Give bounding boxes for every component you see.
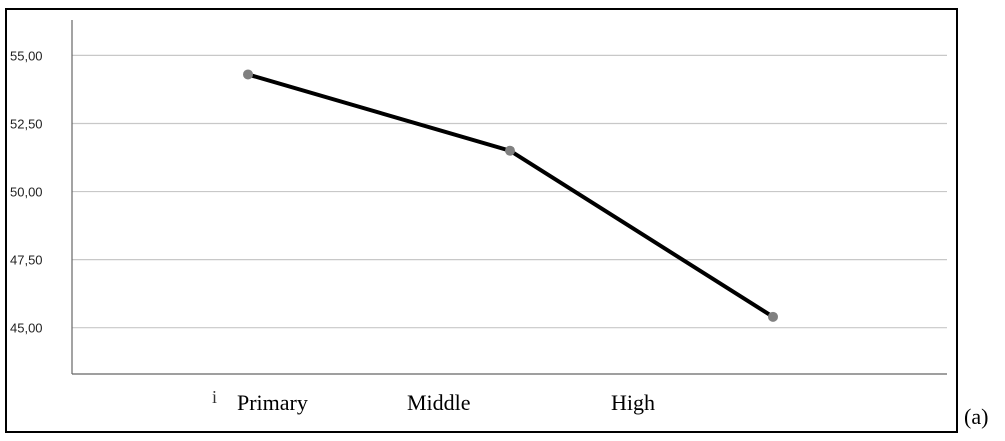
y-tick-labels: 45,00 47,50 50,00 52,50 55,00: [10, 48, 43, 335]
series-line: [247, 72, 775, 319]
chart-frame: 45,00 47,50 50,00 52,50 55,00 Primary Middle H…: [5, 8, 958, 433]
panel-label: (a): [964, 404, 989, 429]
y-tick-label: 45,00: [10, 321, 43, 336]
y-tick-label: 47,50: [10, 253, 43, 268]
y-tick-label: 52,50: [10, 116, 43, 131]
x-category-labels: Primary Middle High: [237, 390, 655, 415]
line-chart: 45,00 47,50 50,00 52,50 55,00 Primary Middle H…: [10, 20, 947, 415]
axes: [71, 20, 947, 375]
data-point: [243, 69, 253, 80]
series: [243, 69, 778, 322]
y-tick-label: 50,00: [10, 185, 43, 200]
x-category-label: High: [611, 390, 655, 415]
x-category-label: Primary: [237, 390, 308, 415]
y-tick-label: 55,00: [10, 48, 43, 63]
gridlines: [72, 54, 947, 329]
stray-mark: i: [212, 387, 217, 407]
data-point: [768, 311, 778, 322]
data-point: [505, 145, 515, 156]
x-category-label: Middle: [407, 390, 471, 415]
